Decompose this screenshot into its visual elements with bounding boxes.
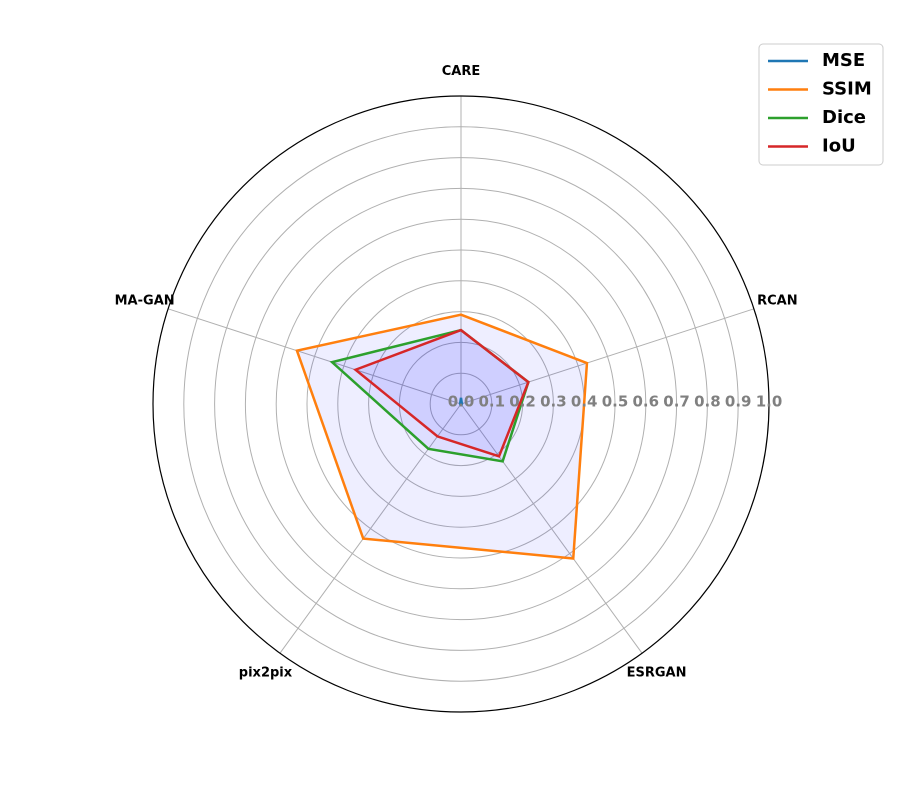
radial-tick-label: 0.8 xyxy=(694,393,721,411)
series-line-iou xyxy=(353,328,530,458)
legend-items: MSE SSIM Dice IoU xyxy=(768,50,872,157)
series-fill-iou xyxy=(355,330,529,457)
spoke-line xyxy=(460,403,643,654)
legend-label: Dice xyxy=(822,107,866,128)
radial-tick-label: 0.7 xyxy=(663,393,690,411)
radial-tick-label: 0.2 xyxy=(509,393,536,411)
radial-tick-label: 0.9 xyxy=(725,393,752,411)
series-line-mse xyxy=(458,397,464,406)
spoke-line xyxy=(279,403,462,654)
category-label: CARE xyxy=(442,64,481,79)
category-label: RCAN xyxy=(757,294,798,309)
radial-tick-label: 0.4 xyxy=(571,393,598,411)
category-label: MA-GAN xyxy=(115,294,175,309)
outer-frame xyxy=(152,95,770,713)
series-line-ssim xyxy=(295,313,589,560)
spoke-line xyxy=(460,308,755,405)
legend: MSE SSIM Dice IoU xyxy=(758,43,884,166)
radial-tick-label: 1.0 xyxy=(756,393,783,411)
category-label: ESRGAN xyxy=(627,666,687,681)
radial-tick-label: 0.5 xyxy=(602,393,629,411)
radial-tick-label: 0.6 xyxy=(633,393,660,411)
category-label: pix2pix xyxy=(239,666,293,681)
legend-frame xyxy=(758,43,884,166)
legend-label: IoU xyxy=(822,136,856,157)
grid-layer xyxy=(152,95,770,713)
legend-label: MSE xyxy=(822,50,865,71)
radial-tick-label: 0.1 xyxy=(479,393,506,411)
series-fill-dice xyxy=(332,330,529,462)
series-layer xyxy=(295,313,589,560)
radial-tick-label: 0.3 xyxy=(540,393,567,411)
spoke-line xyxy=(167,308,462,405)
legend-label: SSIM xyxy=(822,79,872,100)
radial-tick-label: 0.0 xyxy=(448,393,475,411)
